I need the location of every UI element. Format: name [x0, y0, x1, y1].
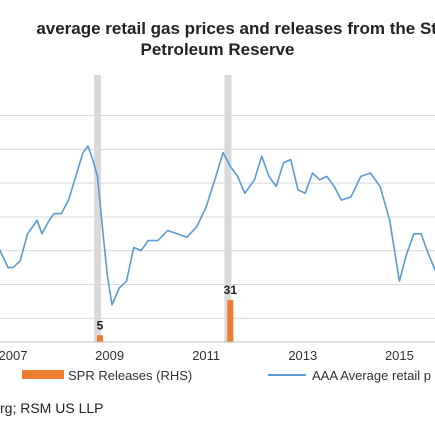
chart-title-line-2: Petroleum Reserve — [140, 40, 295, 59]
legend-bar-label: SPR Releases (RHS) — [68, 368, 192, 383]
spr-bar-0 — [96, 335, 103, 342]
retail-price-line — [0, 145, 435, 306]
chart-title-line-1: average retail gas prices and releases f… — [36, 19, 435, 38]
legend-bar-swatch — [22, 370, 64, 379]
spr-bar-1 — [227, 300, 234, 342]
spr-bar-label-0: 5 — [97, 318, 104, 332]
legend: SPR Releases (RHS) AAA Average retail p — [22, 368, 431, 383]
x-tick-label-2009: 2009 — [95, 348, 124, 363]
bar-data-labels: 53150180 — [97, 283, 238, 332]
source-note: rg; RSM US LLP — [0, 400, 104, 416]
chart-title: average retail gas prices and releases f… — [0, 18, 435, 60]
shaded-period-0 — [94, 75, 102, 342]
x-tick-label-2011: 2011 — [192, 348, 220, 363]
spr-bars — [96, 300, 234, 342]
shaded-periods — [94, 75, 232, 342]
x-tick-label-2007: 2007 — [0, 348, 27, 363]
gridlines — [0, 115, 435, 319]
shaded-period-1 — [224, 75, 232, 342]
x-tick-label-2015: 2015 — [385, 348, 414, 363]
x-axis-ticks: 200720092011201320152017201920212023 — [0, 348, 414, 363]
spr-bar-label-1: 31 — [224, 283, 238, 297]
legend-line-label: AAA Average retail p — [312, 368, 431, 383]
x-tick-label-2013: 2013 — [288, 348, 317, 363]
